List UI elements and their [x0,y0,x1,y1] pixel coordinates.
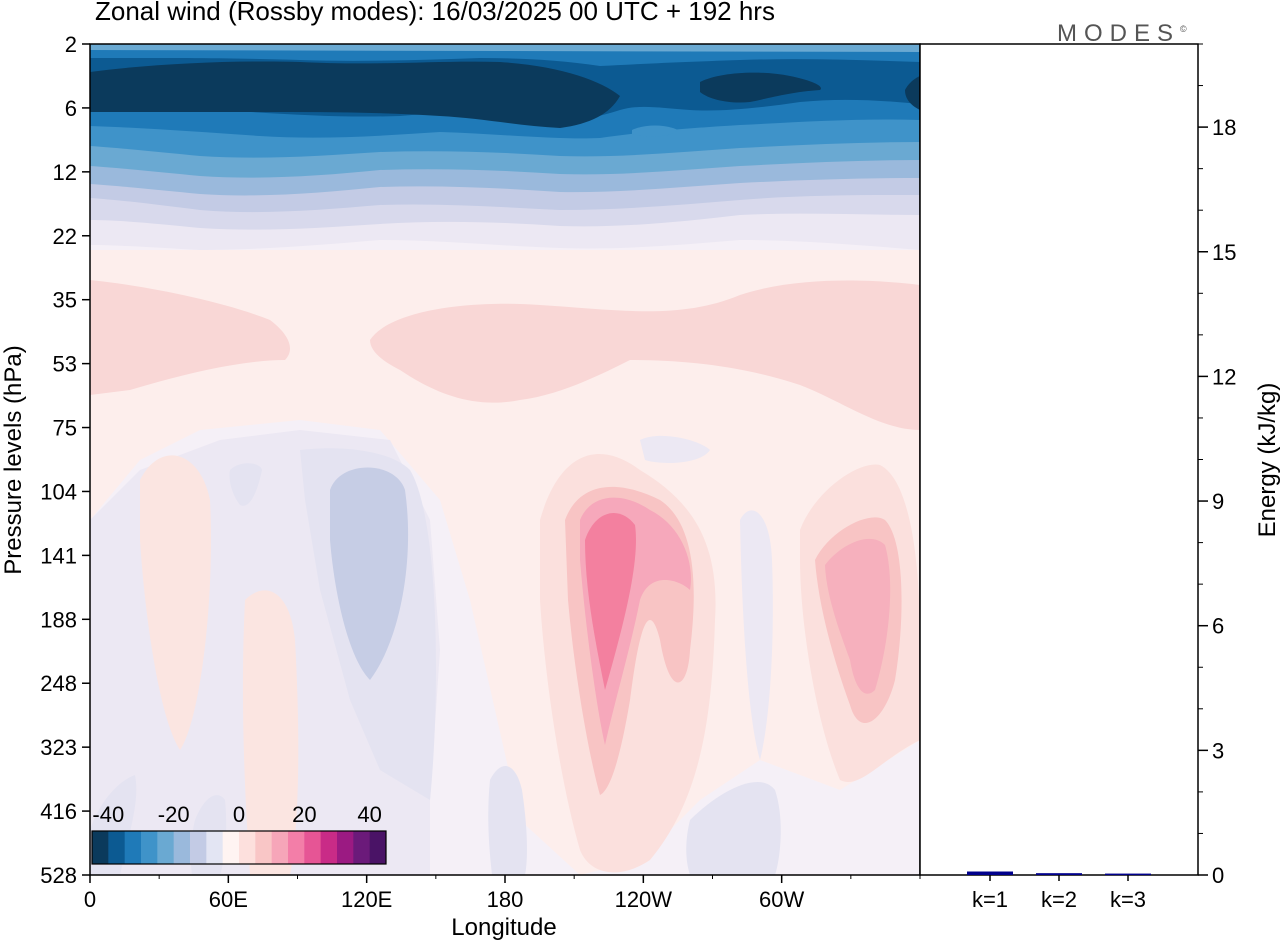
x-tick-label: 0 [84,887,96,912]
colorbar-swatch [369,831,387,864]
contour-lavender-small [229,463,262,506]
contour-pink-90e [242,590,299,875]
contour-band-east [370,280,920,430]
x-axis-title: Longitude [451,914,556,941]
x-tick-label: 60W [759,887,804,912]
contour-lavender-90w [686,781,781,875]
contour-strat-min-east [700,72,821,103]
colorbar-swatch [320,831,338,864]
energy-bars [967,871,1151,876]
colorbar-swatch [92,831,109,864]
energy-category-label: k=2 [1041,887,1077,912]
colorbar-swatch [239,831,256,864]
energy-x-axis: k=1 k=2 k=3 [972,875,1146,912]
y-tick-label: 141 [40,543,77,568]
energy-y-axis: 0 3 6 9 12 15 18 [1198,43,1236,888]
chart-title: Zonal wind (Rossby modes): 16/03/2025 00… [95,0,775,26]
contour-jet-45w-inner [825,538,891,694]
energy-bar [1105,873,1151,876]
colorbar-swatch [304,831,322,864]
logo-text: MODES [1057,20,1181,47]
pressure-y-axis: 2 6 12 22 35 53 75 104 141 188 248 323 416 528 [40,32,90,888]
colorbar [91,830,387,865]
y-tick-label: 53 [53,352,77,377]
modes-logo: MODES© [1057,20,1187,48]
colorbar-label: -40 [92,802,124,827]
contour-strat-top-edge [90,44,920,52]
y-axis-title: Pressure levels (hPa) [0,345,27,574]
energy-bar [1036,873,1082,875]
colorbar-frame [91,830,387,865]
contour-strat-min-west [90,61,620,128]
energy-axis-title: Energy (kJ/kg) [1254,383,1280,538]
contour-band-west [90,280,290,395]
contour-min-core [330,467,409,680]
logo-mark: © [1180,24,1187,34]
energy-tick-label: 18 [1212,115,1236,140]
y-tick-label: 22 [53,224,77,249]
y-tick-label: 35 [53,288,77,313]
energy-bar [967,871,1013,875]
y-tick-label: 75 [53,416,77,441]
energy-panel-frame [919,43,1199,876]
energy-tick-label: 0 [1212,863,1224,888]
colorbar-swatch [173,831,191,864]
y-tick-label: 2 [65,32,77,57]
contour-jet-120w-core [585,513,636,690]
contour-strat-min-edge [905,76,920,110]
colorbar-swatch [141,831,158,864]
energy-tick-label: 15 [1212,240,1236,265]
contour-lavender-upper [640,435,710,463]
energy-category-label: k=3 [1110,887,1146,912]
colorbar-swatch [337,831,354,864]
x-tick-label: 180 [487,887,524,912]
zonal-wind-heatmap [90,44,920,875]
y-tick-label: 6 [65,96,77,121]
colorbar-swatch [124,831,142,864]
y-tick-label: 12 [53,160,77,185]
x-tick-label: 120W [615,887,673,912]
energy-category-label: k=1 [972,887,1008,912]
y-tick-label: 416 [40,799,77,824]
colorbar-swatch [255,831,273,864]
energy-tick-label: 3 [1212,738,1224,763]
energy-tick-label: 12 [1212,364,1236,389]
y-tick-label: 248 [40,671,77,696]
colorbar-label: -20 [158,802,190,827]
x-tick-label: 120E [341,887,392,912]
y-tick-label: 323 [40,735,77,760]
y-tick-label: 528 [40,863,77,888]
colorbar-label: 40 [357,802,381,827]
contour-pink-60e [140,455,211,750]
contour-lavender-180 [488,766,527,875]
y-tick-label: 188 [40,607,77,632]
energy-tick-label: 9 [1212,489,1224,514]
colorbar-swatch [222,831,240,864]
contour-lavender-80w [740,510,773,760]
colorbar-labels: -40 -20 0 20 40 [92,802,381,827]
colorbar-label: 20 [292,802,316,827]
colorbar-swatch [271,831,289,864]
y-tick-label: 104 [40,479,77,504]
contour-strat-wiggle [632,125,678,137]
colorbar-swatch [353,831,371,864]
colorbar-swatch [108,831,126,864]
longitude-x-axis: 0 60E 120E 180 120W 60W [84,875,921,912]
energy-tick-label: 6 [1212,614,1224,639]
colorbar-swatch [206,831,224,864]
colorbar-swatch [288,831,305,864]
x-tick-label: 60E [209,887,248,912]
colorbar-swatch [157,831,175,864]
colorbar-label: 0 [233,802,245,827]
colorbar-swatch [190,831,207,864]
contour-pale-pink [90,250,920,875]
